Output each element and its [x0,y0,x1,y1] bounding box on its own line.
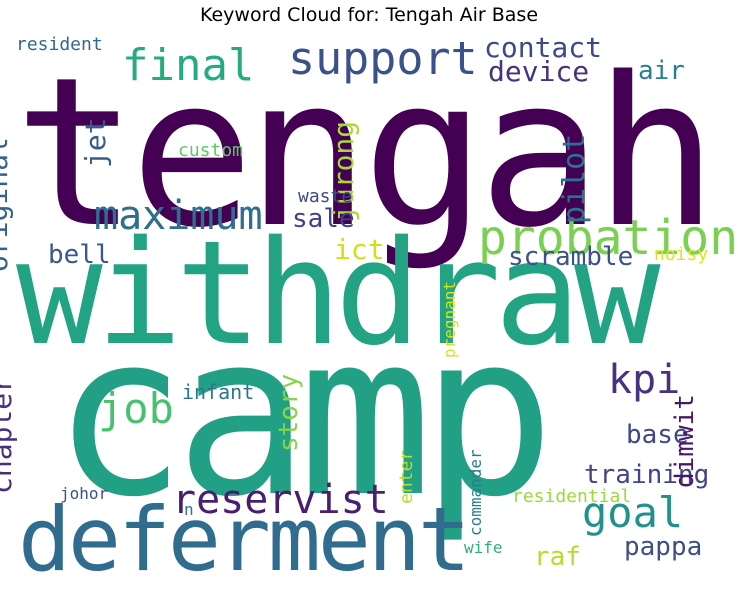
word-sale: sale [292,204,355,234]
word-story: story [274,373,304,452]
word-n: n [184,500,194,519]
word-enter: enter [396,449,417,504]
word-goal: goal [582,488,684,537]
word-kpi: kpi [608,357,681,403]
word-raf: raf [534,542,581,572]
word-base: base [626,420,689,450]
word-residential: residential [512,486,632,507]
word-chapter: chapter [0,375,18,494]
word-commander: commander [466,449,485,536]
word-deferment: deferment [18,488,471,591]
word-jet: jet [79,117,112,168]
word-camp: camp [52,285,555,546]
word-device: device [488,55,590,88]
word-contact: contact [484,31,603,64]
word-training: training [584,460,710,490]
word-infant: infant [182,380,255,404]
word-final: final [122,40,255,91]
word-air: air [638,56,685,86]
word-job: job [98,384,174,433]
word-original: original [0,137,14,272]
word-withdraw: withdraw [16,209,661,377]
word-bell: bell [48,240,111,270]
word-custom: custom [178,140,244,161]
word-reservist: reservist [172,477,389,523]
word-ict: ict [334,233,385,266]
word-pregnant: pregnant [440,280,459,358]
word-wife: wife [464,538,503,557]
word-tengah: tengah [14,33,718,273]
word-support: support [288,32,478,85]
chart-title: Keyword Cloud for: Tengah Air Base [199,4,539,26]
word-waste: waste [298,186,353,207]
word-noisy: noisy [654,244,709,265]
word-maximum: maximum [94,193,263,239]
word-cloud: tengah withdraw camp deferment probation… [0,31,738,584]
word-scramble: scramble [508,242,634,272]
word-probation: probation [478,210,738,266]
word-dimwit: dimwit [670,394,700,488]
word-resident: resident [16,34,103,55]
word-johor: johor [60,484,109,503]
word-pilot: pilot [557,133,592,224]
word-pappa: pappa [624,532,703,562]
